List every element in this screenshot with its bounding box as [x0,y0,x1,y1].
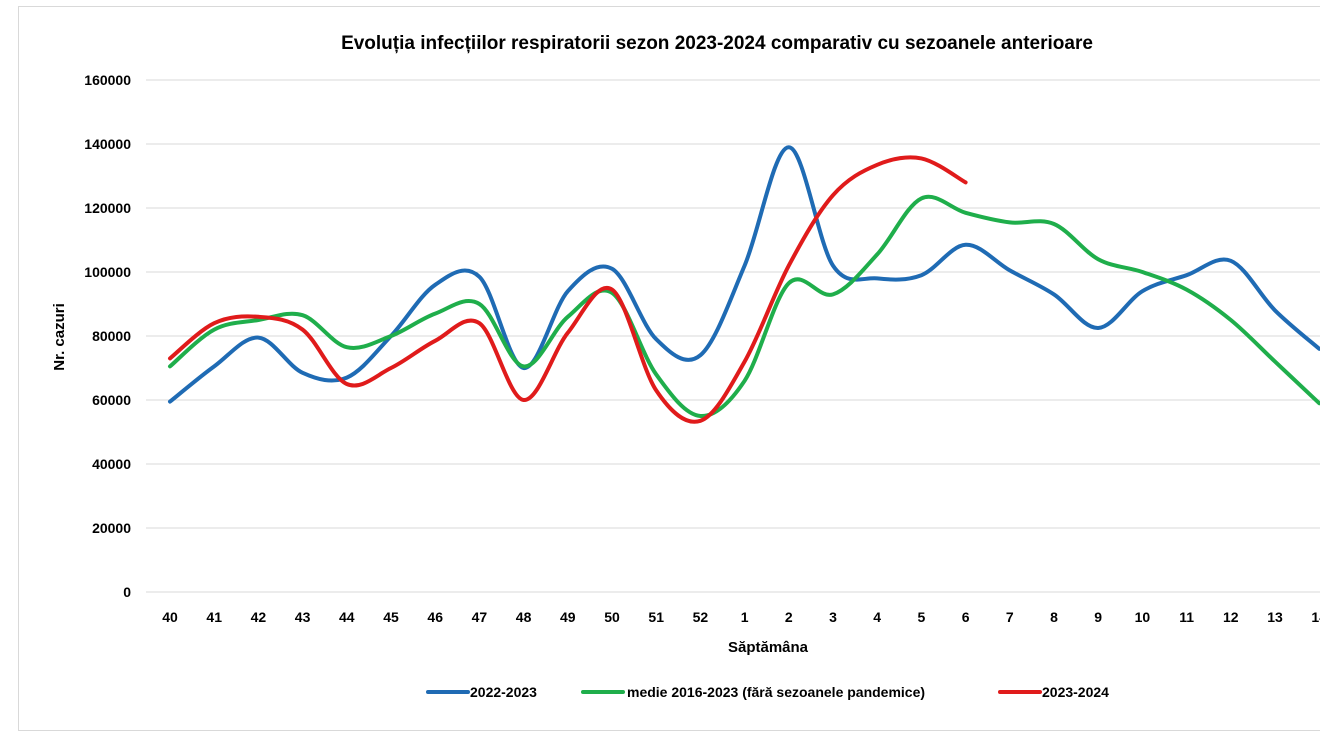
x-tick-label: 10 [1135,609,1151,625]
x-tick-label: 4 [873,609,881,625]
chart-title: Evoluția infecțiilor respiratorii sezon … [341,33,1093,54]
x-tick-label: 51 [648,609,664,625]
x-tick-label: 11 [1179,609,1194,625]
x-tick-label: 3 [829,609,837,625]
x-tick-label: 41 [206,609,222,625]
series-line-1 [168,145,1320,404]
grid-lines [146,79,1320,593]
y-tick-label: 60000 [92,392,131,408]
y-tick-label: 120000 [84,200,131,216]
x-tick-label: 49 [560,609,576,625]
y-tick-label: 100000 [84,264,131,280]
x-tick-label: 12 [1223,609,1239,625]
y-tick-label: 160000 [84,72,131,88]
x-tick-label: 5 [918,609,926,625]
series-lines [168,145,1320,424]
x-tick-label: 14 [1311,609,1320,625]
x-tick-label: 42 [251,609,267,625]
y-tick-label: 80000 [92,328,131,344]
y-tick-label: 20000 [92,520,131,536]
legend-entry: 2023-2024 [1042,684,1109,700]
x-tick-label: 46 [427,609,443,625]
y-axis-label: Nr. cazuri [51,303,68,371]
x-tick-label: 45 [383,609,399,625]
x-tick-label: 48 [516,609,532,625]
y-axis-ticks: 0 20000 40000 60000 80000 100000 120000 140000 1… [84,72,131,600]
x-tick-label: 7 [1006,609,1014,625]
legend: 2022-2023 medie 2016-2023 (fără sezoanele… [426,684,1109,700]
x-tick-label: 50 [604,609,620,625]
x-tick-label: 47 [472,609,488,625]
series-line-2 [168,194,1320,419]
y-tick-label: 0 [123,584,131,600]
series-line-3 [168,155,968,424]
y-tick-label: 140000 [84,136,131,152]
x-tick-label: 43 [295,609,311,625]
x-tick-label: 9 [1094,609,1102,625]
legend-entry: medie 2016-2023 (fără sezoanele pandemic… [627,684,925,700]
x-tick-label: 44 [339,609,355,625]
x-tick-label: 40 [162,609,178,625]
x-axis-ticks: 40 41 42 43 44 45 46 47 48 49 50 51 52 1 2 3 4 5 6 7 8 9 10 11 1… [162,609,1320,625]
legend-entry: 2022-2023 [470,684,537,700]
x-axis-label: Săptămâna [728,639,809,656]
x-tick-label: 6 [962,609,970,625]
y-tick-label: 40000 [92,456,131,472]
x-tick-label: 13 [1267,609,1283,625]
x-tick-label: 52 [693,609,709,625]
x-tick-label: 8 [1050,609,1058,625]
chart-frame [18,6,1320,731]
x-tick-label: 2 [785,609,793,625]
x-tick-label: 1 [741,609,749,625]
